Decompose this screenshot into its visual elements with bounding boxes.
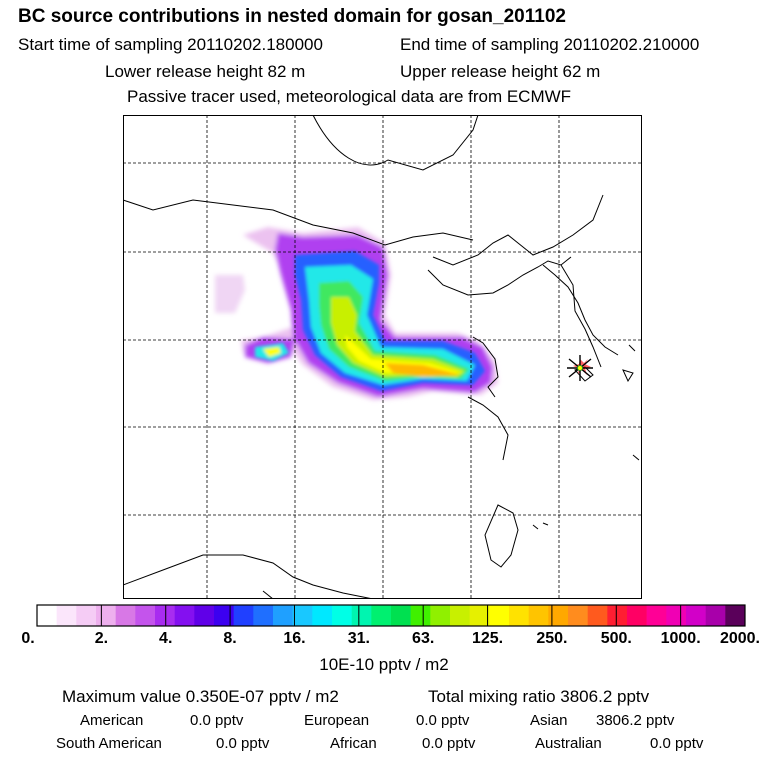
color-bar-cell xyxy=(37,605,57,626)
color-bar-cell xyxy=(194,605,215,626)
color-bar-cell xyxy=(450,605,470,626)
color-bar-cell xyxy=(568,605,588,626)
color-bar-cell xyxy=(312,605,333,626)
color-bar-cell xyxy=(469,605,490,626)
station-star-icon xyxy=(567,355,593,381)
map-frame xyxy=(123,115,642,599)
color-bar-cell xyxy=(76,605,97,626)
color-bar-tick-label: 16. xyxy=(283,630,305,647)
color-bar-tick-label: 4. xyxy=(159,630,172,647)
asian-value: 3806.2 pptv xyxy=(596,712,675,729)
plume-outer-small xyxy=(215,275,245,313)
color-bar-cell xyxy=(607,605,628,626)
plot-title: BC source contributions in nested domain… xyxy=(18,6,566,27)
start-time-label: Start time of sampling 20110202.180000 xyxy=(18,35,323,54)
plume-yellow xyxy=(345,335,463,375)
color-bar-cell xyxy=(135,605,156,626)
color-bar-cell xyxy=(509,605,529,626)
color-bar-tick-label: 250. xyxy=(536,630,567,647)
coastlines xyxy=(123,115,640,599)
color-bar-cell xyxy=(96,605,116,626)
color-bar-cell xyxy=(115,605,136,626)
color-bar-cell xyxy=(686,605,706,626)
end-time-label: End time of sampling 20110202.210000 xyxy=(400,35,700,54)
color-bar-cell xyxy=(174,605,195,626)
grid-lines xyxy=(123,115,642,599)
color-bar-cell xyxy=(391,605,411,626)
color-bar-cell xyxy=(56,605,77,626)
color-bar-cell xyxy=(332,605,352,626)
color-bar-cell xyxy=(627,605,647,626)
concentration-map xyxy=(123,115,642,599)
color-bar-cell xyxy=(371,605,392,626)
color-bar-cell xyxy=(646,605,667,626)
south-american-value: 0.0 pptv xyxy=(216,735,270,752)
american-label: American xyxy=(80,712,144,729)
african-value: 0.0 pptv xyxy=(422,735,476,752)
color-bar-cell xyxy=(292,605,313,626)
color-bar-tick-label: 2. xyxy=(95,630,108,647)
color-bar-unit: 10E-10 pptv / m2 xyxy=(319,655,449,674)
total-mixing-ratio: Total mixing ratio 3806.2 pptv xyxy=(428,687,650,706)
south-american-label: South American xyxy=(56,735,162,752)
color-bar-cell xyxy=(410,605,431,626)
color-bar-cell xyxy=(253,605,274,626)
tracer-note: Passive tracer used, meteorological data… xyxy=(127,87,572,106)
color-bar-tick-label: 63. xyxy=(412,630,434,647)
color-bar-tick-label: 0. xyxy=(21,630,34,647)
color-bar-tick-label: 8. xyxy=(223,630,236,647)
color-bar-cell xyxy=(666,605,687,626)
european-value: 0.0 pptv xyxy=(416,712,470,729)
color-bar-cell xyxy=(351,605,372,626)
plume-yellow-west xyxy=(263,347,281,357)
american-value: 0.0 pptv xyxy=(190,712,244,729)
color-bar-cell xyxy=(587,605,608,626)
maximum-value: Maximum value 0.350E-07 pptv / m2 xyxy=(62,687,339,706)
color-bar-cell xyxy=(430,605,451,626)
color-bar: 0. 2. 4. 8. 16. 31. 63. 125. 250. 500. 1000. 2000. xyxy=(21,604,760,647)
color-bar-cell xyxy=(548,605,569,626)
lower-release-height-label: Lower release height 82 m xyxy=(105,62,306,81)
color-bar-cell xyxy=(528,605,549,626)
color-bar-cells xyxy=(36,604,746,627)
color-bar-frame xyxy=(36,604,746,627)
plume-orange xyxy=(385,363,461,377)
color-bar-cell xyxy=(705,605,726,626)
color-bar-tick-labels: 0. 2. 4. 8. 16. 31. 63. 125. 250. 500. 1000. 2000. xyxy=(21,630,760,647)
asian-label: Asian xyxy=(530,712,568,729)
european-label: European xyxy=(304,712,370,729)
african-label: African xyxy=(330,735,377,752)
upper-release-height-label: Upper release height 62 m xyxy=(400,62,601,81)
color-bar-cell xyxy=(273,605,293,626)
color-bar-cell xyxy=(155,605,175,626)
color-bar-cell xyxy=(489,605,510,626)
tracer-plume xyxy=(215,227,498,400)
color-bar-tick-label: 1000. xyxy=(661,630,701,647)
color-bar-tick-label: 125. xyxy=(472,630,503,647)
australian-label: Australian xyxy=(535,735,602,752)
color-bar-cell xyxy=(214,605,234,626)
australian-value: 0.0 pptv xyxy=(650,735,704,752)
color-bar-tick-label: 500. xyxy=(601,630,632,647)
color-bar-tick-label: 2000. xyxy=(720,630,760,647)
color-bar-cell xyxy=(725,605,746,626)
color-bar-tick-label: 31. xyxy=(348,630,370,647)
color-bar-cell xyxy=(233,605,254,626)
